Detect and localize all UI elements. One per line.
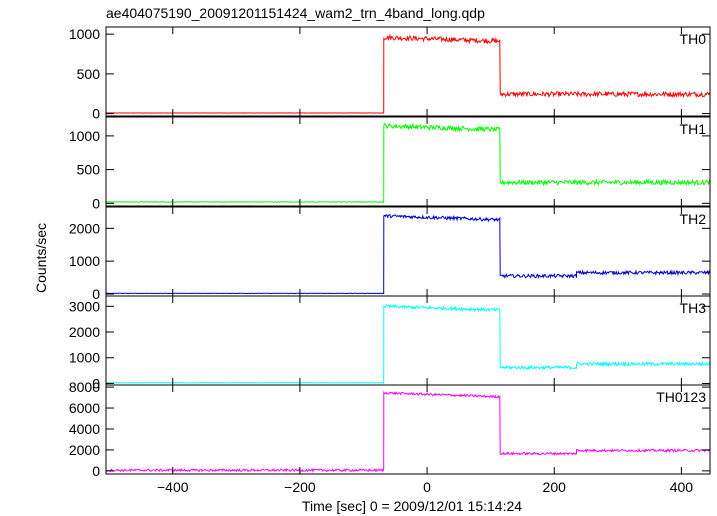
y-tick-label: 0 — [92, 375, 100, 391]
y-tick-label: 2000 — [69, 324, 100, 340]
panel-th1: 0 500 1000 TH1 — [69, 116, 711, 211]
y-tick-label: 0 — [92, 106, 100, 122]
x-tick-label: 0 — [423, 479, 431, 495]
panel-label: TH3 — [680, 300, 707, 316]
x-tick-label: −400 — [157, 479, 189, 495]
series-line-th3 — [106, 303, 711, 384]
panel-label: TH1 — [680, 121, 707, 137]
y-tick-label: 1000 — [69, 26, 100, 42]
y-tick-label: 4000 — [69, 421, 100, 437]
series-line-th0 — [105, 33, 711, 114]
panel-frame — [105, 26, 711, 117]
panel-label: TH2 — [680, 211, 707, 227]
panel-frame — [105, 206, 711, 297]
series-line-th0123 — [105, 390, 711, 473]
panel-frame — [105, 384, 711, 475]
series-line-th1 — [105, 122, 711, 203]
x-tick-label: −200 — [284, 479, 316, 495]
y-tick-label: 0 — [92, 195, 100, 211]
panel-label: TH0123 — [656, 389, 706, 405]
y-tick-label: 500 — [77, 66, 101, 82]
y-tick-label: 3000 — [69, 298, 100, 314]
panel-th3: 0 1000 2000 3000 TH3 — [69, 295, 711, 391]
x-tick-label: 200 — [543, 479, 567, 495]
panel-th0: 0 500 1000 TH0 — [69, 26, 711, 122]
y-tick-label: 6000 — [69, 400, 100, 416]
panel-frame — [105, 295, 711, 386]
panel-frame — [105, 116, 711, 207]
y-tick-label: 1000 — [69, 253, 100, 269]
y-tick-label: 1000 — [69, 350, 100, 366]
y-axis-label: Counts/sec — [33, 223, 49, 293]
series-line-th2 — [105, 213, 711, 295]
y-tick-label: 2000 — [69, 220, 100, 236]
chart-title: ae404075190_20091201151424_wam2_trn_4ban… — [106, 5, 485, 21]
y-tick-label: 8000 — [69, 379, 100, 395]
panel-th0123: 0 2000 4000 6000 8000 TH0123 — [69, 379, 711, 479]
y-tick-label: 1000 — [69, 128, 100, 144]
x-tick-label: 400 — [670, 479, 694, 495]
panels: 0 500 1000 TH0 0 500 1000 TH1 0 1000 2000 TH2 0 1000 2… — [69, 26, 711, 479]
panel-label: TH0 — [680, 31, 707, 47]
y-tick-label: 0 — [92, 286, 100, 302]
y-tick-label: 2000 — [69, 442, 100, 458]
y-tick-label: 500 — [77, 162, 101, 178]
x-axis: −400 −200 0 200 400 — [157, 479, 693, 495]
y-tick-label: 0 — [92, 463, 100, 479]
panel-th2: 0 1000 2000 TH2 — [69, 206, 711, 302]
x-axis-label: Time [sec] 0 = 2009/12/01 15:14:24 — [302, 498, 522, 514]
